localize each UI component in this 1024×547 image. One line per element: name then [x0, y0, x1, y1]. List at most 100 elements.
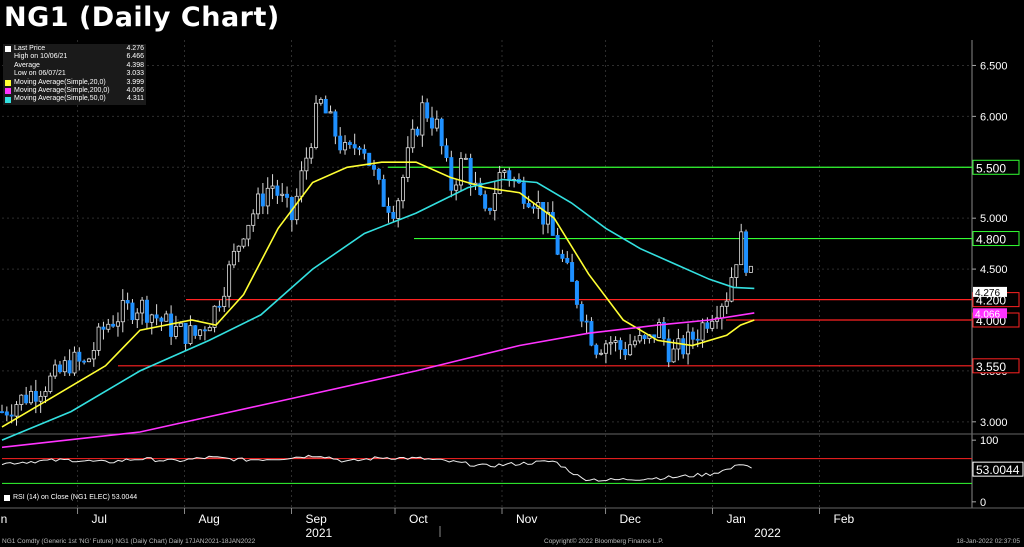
candle-up	[463, 157, 468, 160]
level-label-4.200: 4.200	[976, 294, 1006, 308]
level-label-3.550: 3.550	[976, 360, 1006, 374]
level-label-box-3.550	[972, 358, 1020, 374]
candle-down	[159, 317, 164, 322]
rsi-line	[1, 454, 752, 482]
candle-down	[550, 212, 555, 236]
x-month-label: Jun	[0, 512, 7, 526]
ma-line	[1, 178, 755, 441]
candle-down	[560, 253, 565, 259]
candle-up	[748, 265, 753, 273]
candle-down	[705, 322, 710, 329]
candle-up	[91, 350, 96, 360]
candle-up	[241, 238, 246, 247]
candle-up	[671, 348, 676, 363]
candle-down	[82, 360, 87, 363]
candle-down	[690, 331, 695, 340]
level-label-5.500: 5.500	[976, 161, 1006, 175]
candle-down	[642, 335, 647, 340]
candle-down	[169, 313, 174, 337]
candle-down	[468, 157, 473, 185]
ma-line	[1, 312, 755, 449]
right-value-tag-text-4.276: 4.276	[975, 288, 1000, 299]
candle-up	[603, 343, 608, 354]
candle-down	[570, 262, 575, 282]
candle-down	[444, 145, 449, 158]
candle-up	[106, 323, 111, 330]
candle-down	[33, 390, 38, 402]
candle-down	[367, 152, 372, 166]
candle-up	[734, 264, 739, 278]
candle-down	[594, 344, 599, 355]
candle-down	[618, 340, 623, 350]
footer-copyright: Copyright© 2022 Bloomberg Finance L.P.	[544, 538, 664, 545]
candle-up	[19, 394, 24, 405]
candle-up	[251, 213, 256, 226]
legend-row-low: Low on 06/07/21 3.033	[14, 70, 144, 78]
candle-down	[521, 182, 526, 204]
candle-down	[744, 231, 749, 273]
candle-down	[352, 144, 357, 149]
candle-down	[130, 302, 135, 321]
candle-up	[401, 177, 406, 202]
candle-up	[739, 231, 744, 266]
candle-down	[425, 102, 430, 119]
candle-up	[236, 245, 241, 252]
legend-row-high: High on 10/06/21 6.466	[14, 53, 144, 61]
candle-up	[686, 331, 691, 355]
candle-up	[299, 170, 304, 197]
candle-down	[439, 118, 444, 147]
candle-up	[632, 340, 637, 346]
candle-down	[4, 411, 9, 416]
candle-up	[53, 364, 58, 377]
candle-up	[420, 102, 425, 136]
candle-down	[193, 325, 198, 336]
candle-up	[280, 193, 285, 196]
candle-up	[545, 212, 550, 225]
candle-up	[38, 395, 43, 402]
x-year-label: 2021	[305, 526, 332, 540]
candle-up	[96, 326, 101, 351]
candle-up	[304, 157, 309, 172]
candle-down	[652, 334, 657, 338]
candle-up	[28, 390, 33, 404]
candle-up	[454, 184, 459, 191]
candle-down	[183, 322, 188, 344]
candle-up	[410, 128, 415, 149]
x-month-label: Sep	[305, 512, 327, 526]
legend-swatch-ma50	[5, 96, 11, 103]
rsi-y-tick-label: 0	[980, 497, 986, 509]
footer-timestamp: 18-Jan-2022 02:37:05	[956, 538, 1020, 545]
candle-down	[9, 414, 14, 417]
candle-up	[48, 375, 53, 392]
level-label-4.800: 4.800	[976, 233, 1006, 247]
candle-up	[115, 321, 120, 327]
candle-down	[666, 338, 671, 363]
right-value-tag-4.066	[973, 308, 1007, 319]
candle-down	[579, 304, 584, 322]
rsi-legend-swatch	[4, 494, 10, 501]
candle-down	[111, 323, 116, 327]
candle-down	[285, 193, 290, 198]
candle-down	[507, 170, 512, 181]
chart-legend: Last Price 4.276 High on 10/06/21 6.466 …	[3, 44, 146, 105]
candle-down	[531, 206, 536, 209]
candle-up	[164, 313, 169, 322]
candle-up	[212, 305, 217, 328]
candle-up	[173, 326, 178, 337]
level-label-box-5.500	[972, 159, 1020, 175]
candle-down	[487, 207, 492, 211]
candle-down	[101, 326, 106, 330]
candle-down	[275, 185, 280, 196]
candle-up	[492, 193, 497, 211]
rsi-value-tag-text: 53.0044	[976, 463, 1020, 477]
candle-down	[338, 135, 343, 151]
candle-up	[628, 344, 633, 356]
candle-down	[681, 338, 686, 355]
candle-up	[222, 295, 227, 307]
candle-up	[700, 322, 705, 341]
legend-row-last-price: Last Price 4.276	[5, 45, 144, 53]
legend-swatch-ma20	[5, 79, 11, 86]
x-month-label: Aug	[199, 512, 220, 526]
